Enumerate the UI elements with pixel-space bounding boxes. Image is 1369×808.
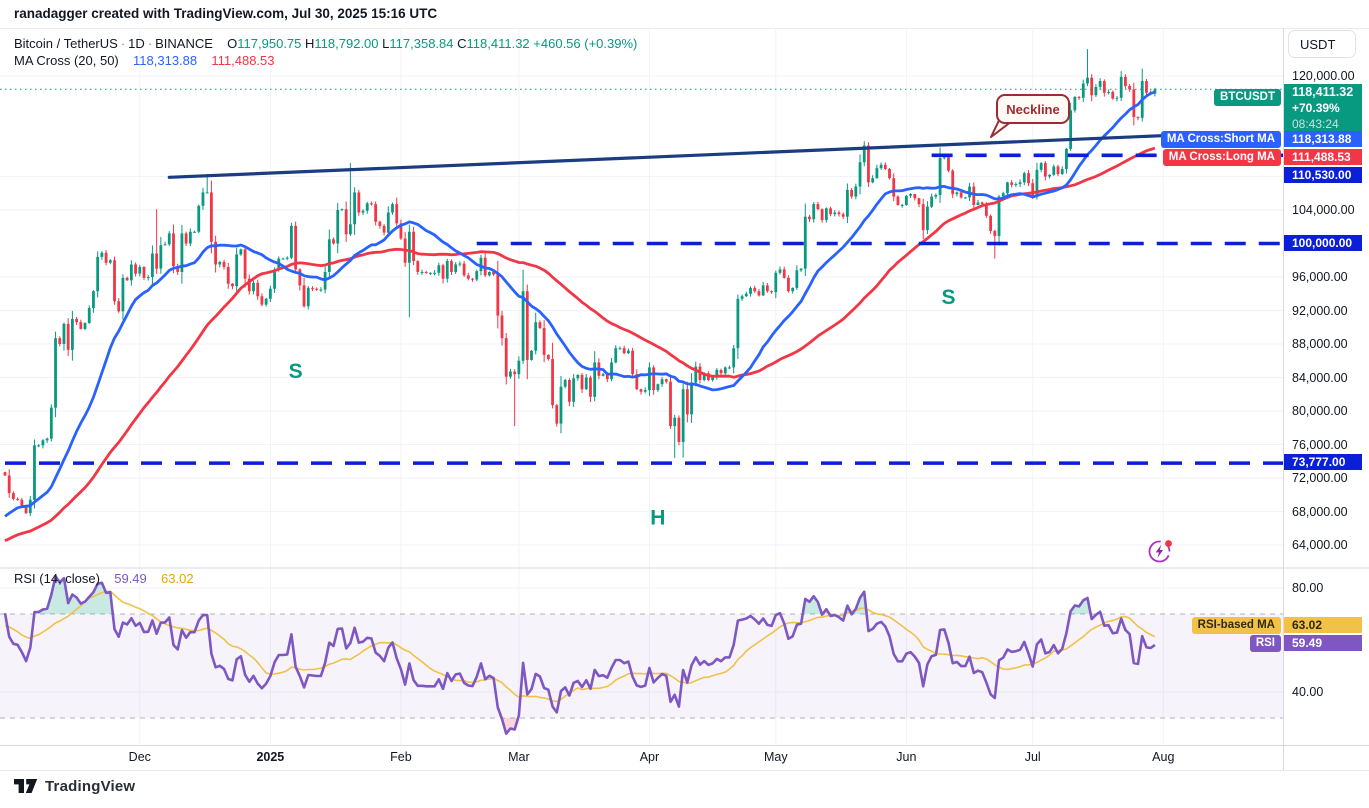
time-axis-label: Jun	[896, 750, 917, 764]
axis-tick: 88,000.00	[1292, 337, 1348, 351]
notification-dot	[1165, 540, 1172, 547]
open-value: 117,950.75	[237, 36, 302, 51]
bottom-divider	[0, 770, 1369, 771]
low-value: 117,358.84	[389, 36, 454, 51]
level-100000-axis-box: 100,000.00	[1284, 235, 1362, 251]
currency-toggle-button[interactable]: USDT	[1288, 30, 1356, 58]
shs-label: S	[289, 360, 303, 383]
change-percent: +70.39%	[1292, 101, 1340, 115]
axis-tick: 80.00	[1292, 581, 1324, 595]
shs-label: H	[650, 506, 665, 529]
ma-short-tag: MA Cross:Short MA	[1160, 131, 1281, 148]
time-axis-label: Dec	[128, 750, 151, 764]
axis-tick: 68,000.00	[1292, 504, 1348, 519]
events-icon[interactable]	[1146, 537, 1176, 565]
ma-cross-title[interactable]: MA Cross (20, 50)	[14, 53, 119, 68]
interval-label[interactable]: 1D	[128, 36, 145, 51]
ma-short-value: 118,313.88	[133, 53, 198, 68]
tradingview-logo	[14, 779, 38, 793]
last-price-axis-box: 118,411.32 +70.39% 08:43:24	[1284, 84, 1362, 132]
price-axis-divider	[1283, 28, 1284, 770]
main-chart-legend[interactable]: Bitcoin / TetherUS · 1D · BINANCE O117,950.7…	[14, 36, 638, 51]
axis-tick: 84,000.00	[1292, 370, 1348, 385]
time-axis-label: Feb	[390, 750, 412, 764]
svg-text:Neckline: Neckline	[1006, 102, 1059, 117]
support-level-lines	[5, 153, 1283, 465]
high-value: 118,792.00	[314, 36, 379, 51]
rsi-ma-axis-box: 63.02	[1284, 617, 1362, 633]
change-value: +460.56 (+0.39%)	[533, 36, 638, 51]
last-price: 118,411.32	[1292, 85, 1354, 99]
time-axis-label: 2025	[256, 750, 285, 764]
brand-name: TradingView	[45, 778, 136, 795]
axis-tick: 72,000.00	[1292, 471, 1348, 485]
ma-50-line	[4, 146, 1156, 543]
attribution-bar: ranadagger created with TradingView.com,…	[14, 6, 437, 21]
lightning-icon	[1155, 544, 1163, 558]
axis-tick: 104,000.00	[1292, 203, 1355, 217]
neckline-callout[interactable]: Neckline	[990, 94, 1070, 138]
rsi-axis-box: 59.49	[1284, 635, 1362, 651]
attribution-text: ranadagger created with TradingView.com,…	[14, 6, 438, 21]
shs-label: S	[941, 286, 955, 309]
axis-tick: 120,000.00	[1292, 69, 1355, 83]
level-73777-axis-box: 73,777.00	[1284, 454, 1362, 470]
axis-tick: 76,000.00	[1292, 437, 1348, 452]
time-axis-label: Jul	[1024, 750, 1041, 764]
divider	[0, 28, 1369, 29]
gridlines	[0, 28, 1369, 745]
rsi-ma-tag: RSI-based MA	[1191, 617, 1281, 634]
level-110530-axis-box: 110,530.00	[1284, 167, 1362, 183]
ma-long-axis-box: 111,488.53	[1284, 149, 1362, 165]
rsi-value: 59.49	[114, 571, 147, 586]
axis-tick: 92,000.00	[1292, 303, 1348, 318]
close-value: 118,411.32	[466, 36, 530, 51]
time-axis-label: Mar	[508, 750, 530, 764]
symbol-price-tag: BTCUSDT	[1214, 89, 1281, 106]
axis-tick: 80,000.00	[1292, 404, 1348, 418]
ma-short-axis-box: 118,313.88	[1284, 131, 1362, 147]
ma-cross-legend[interactable]: MA Cross (20, 50) 118,313.88 111,488.53	[14, 53, 275, 69]
time-axis-label: Apr	[639, 750, 660, 764]
rsi-ma-value: 63.02	[161, 571, 194, 586]
time-axis-divider	[0, 745, 1369, 746]
candlestick-series	[3, 49, 1157, 516]
time-axis-label: May	[763, 750, 788, 764]
axis-tick: 96,000.00	[1292, 270, 1348, 284]
axis-tick: 40.00	[1292, 685, 1324, 699]
rsi-line	[3, 575, 1156, 736]
ma-long-value: 111,488.53	[211, 53, 275, 68]
events-circle	[1148, 540, 1171, 563]
rsi-tag: RSI	[1249, 635, 1281, 652]
rsi-title[interactable]: RSI (14, close)	[14, 571, 100, 586]
axis-tick: 64,000.00	[1292, 538, 1348, 552]
ma-20-line	[4, 90, 1156, 518]
time-axis-label: Aug	[1152, 750, 1175, 764]
neckline-trendline	[167, 133, 1170, 179]
exchange-label[interactable]: BINANCE	[155, 36, 213, 51]
ma-long-tag: MA Cross:Long MA	[1162, 149, 1281, 166]
rsi-ma-line	[4, 590, 1156, 703]
bar-countdown: 08:43:24	[1292, 117, 1339, 131]
rsi-legend[interactable]: RSI (14, close) 59.49 63.02	[14, 571, 194, 586]
footer-attribution[interactable]: TradingView	[14, 778, 135, 795]
symbol-title[interactable]: Bitcoin / TetherUS	[14, 36, 118, 51]
